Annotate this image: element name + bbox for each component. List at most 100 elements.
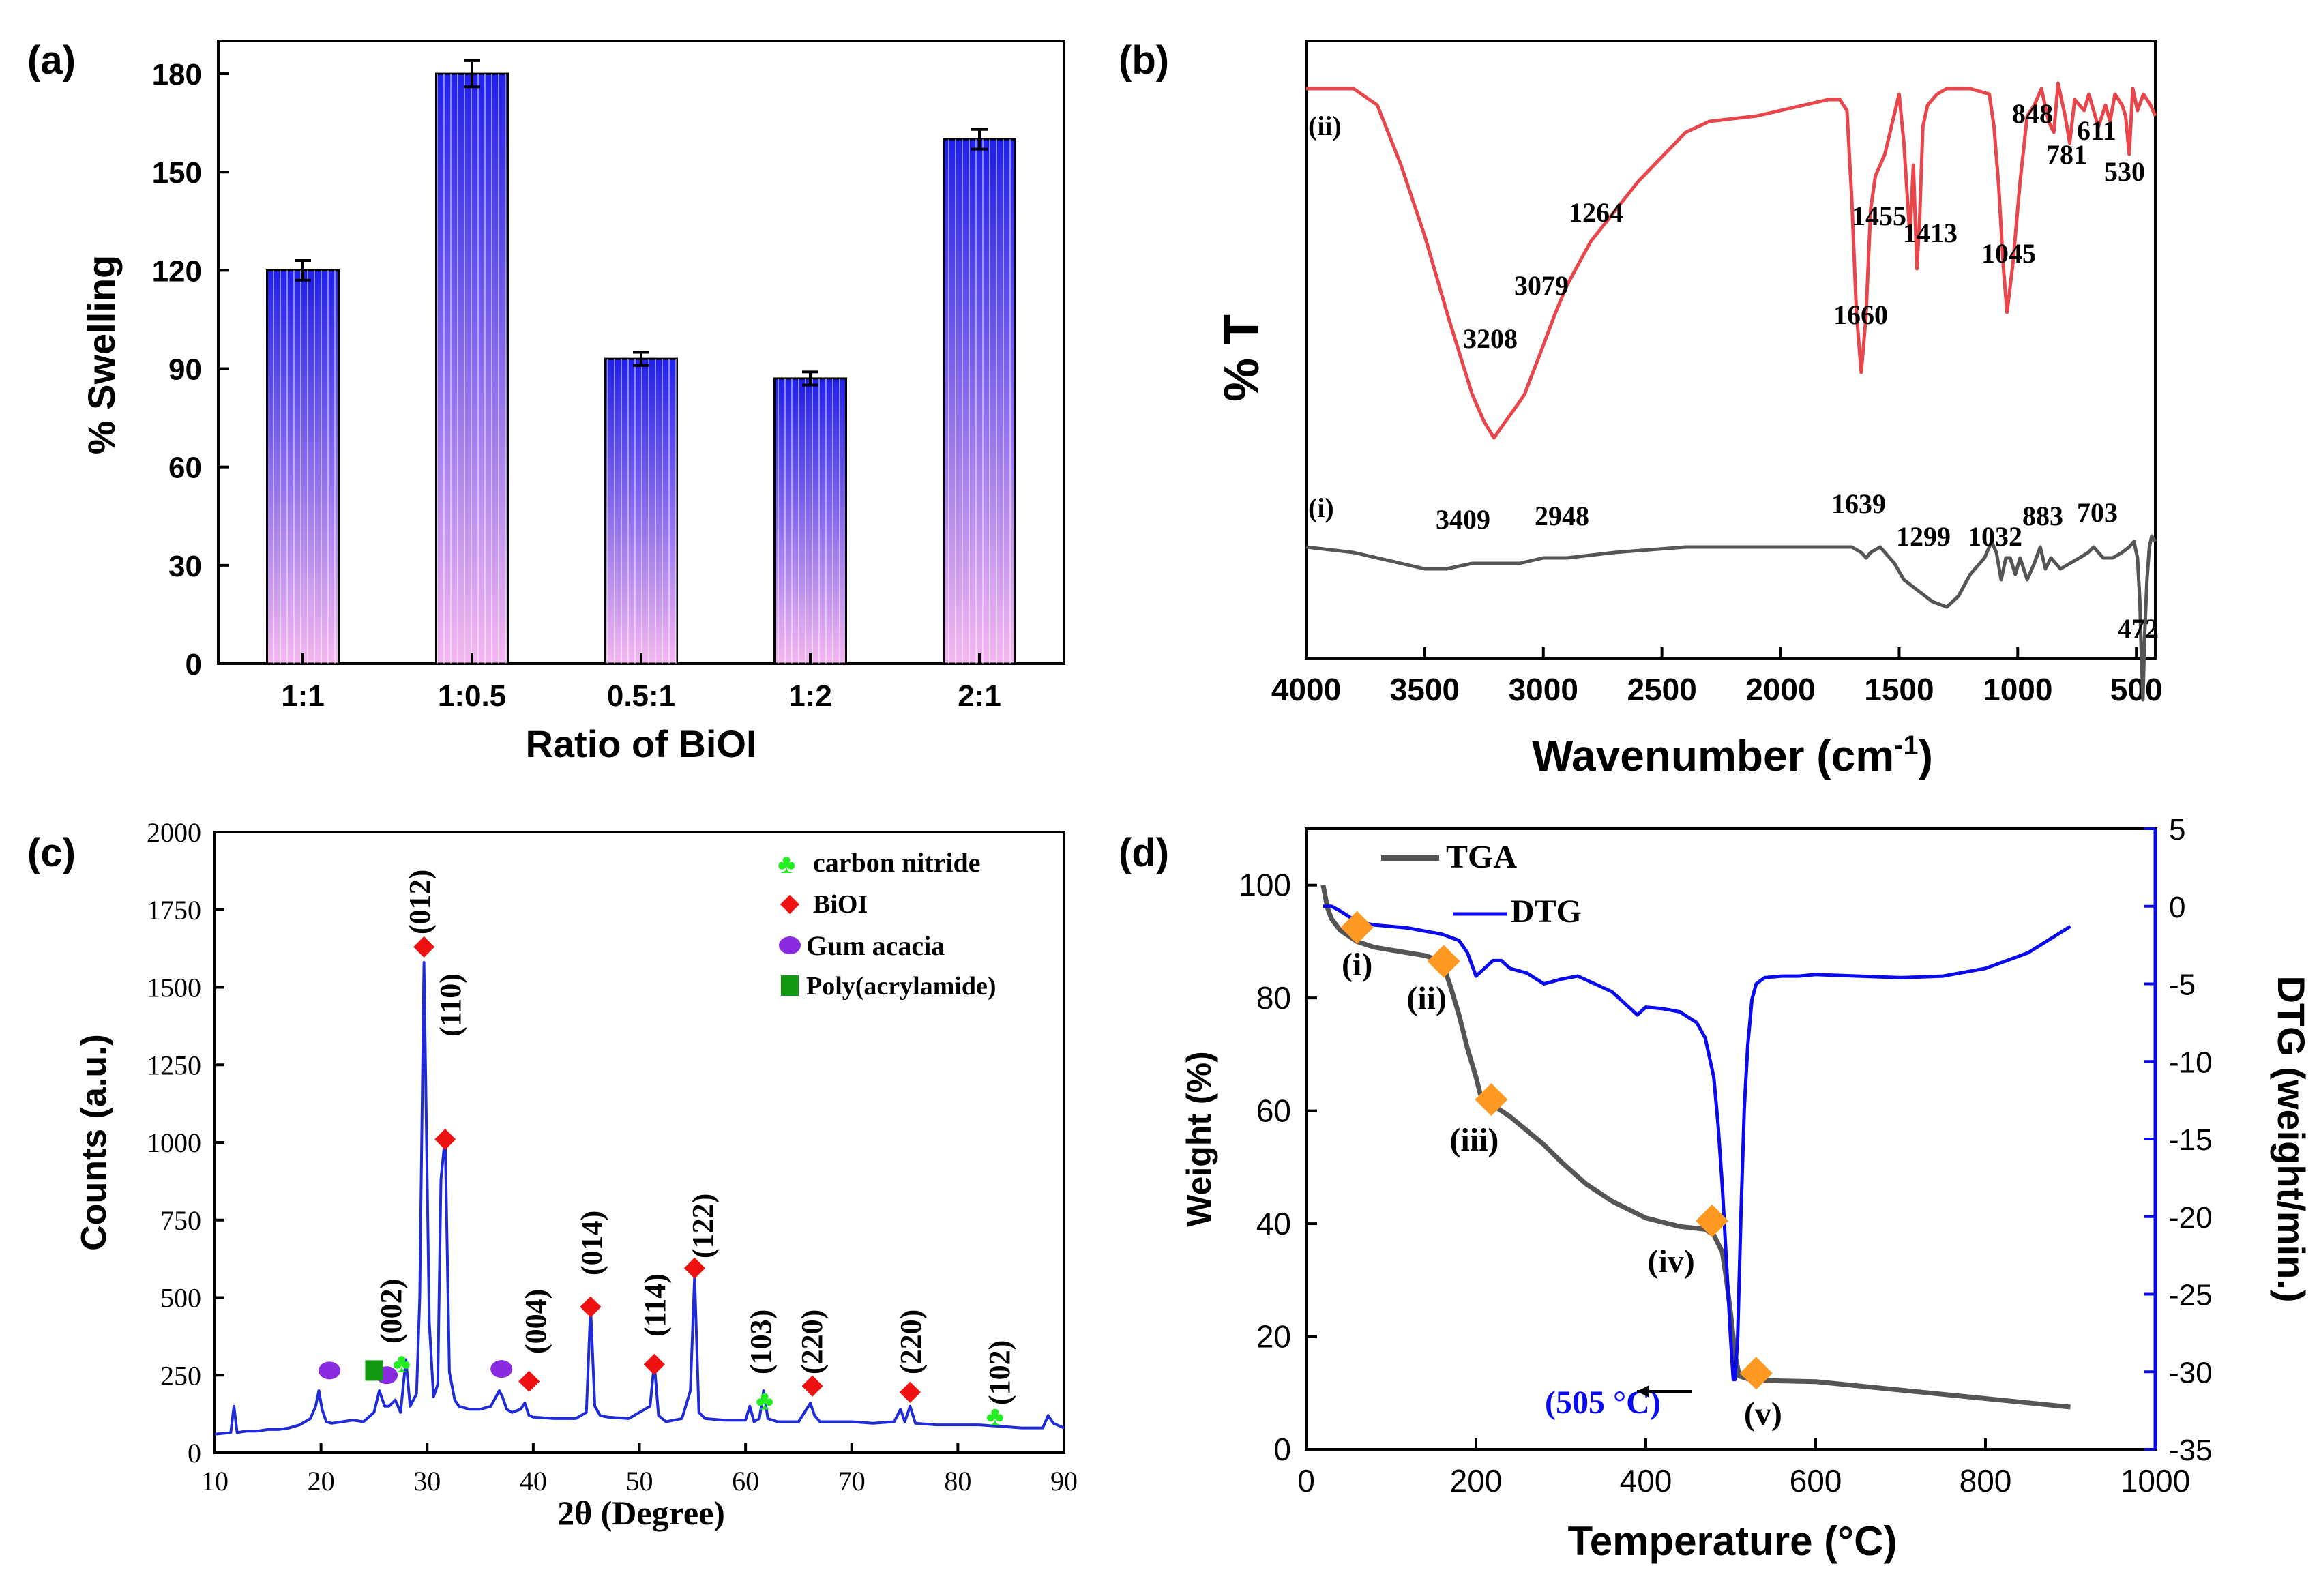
bioi-marker-0 (413, 936, 435, 958)
x-tick-label-10: 10 (201, 1466, 228, 1496)
y-tick-label-180: 180 (152, 58, 202, 91)
tga-line (1320, 885, 2071, 1410)
peak-703: 703 (2077, 497, 2118, 528)
panel-d-xlabel: Temperature (°C) (1568, 1518, 1897, 1564)
y-tick-label-1500: 1500 (147, 973, 201, 1003)
y2-tick-label--15: -15 (2169, 1123, 2213, 1157)
x-tick-label-3500: 3500 (1390, 672, 1460, 707)
panel-b: (b) 4000 3500 3000 2500 2000 1500 1000 500 (ii)… (1119, 38, 2163, 780)
panel-b-xlabel-close: ) (1919, 731, 1933, 780)
bioi-marker-1 (434, 1128, 456, 1151)
gum-acacia-marker-11 (319, 1361, 341, 1380)
peak-848: 848 (2012, 98, 2053, 129)
x-tick-label-4000: 4000 (1271, 672, 1341, 707)
bioi-marker-4 (643, 1353, 665, 1375)
x-tick-label-600: 600 (1790, 1463, 1842, 1498)
panel-a-label: (a) (27, 38, 76, 83)
gum-acacia-marker-13 (490, 1360, 513, 1378)
y2-tick-label--20: -20 (2169, 1201, 2213, 1235)
panel-b-peak-labels: (ii) (i) 3208 3079 1264 1660 1455 1413 1… (1308, 98, 2159, 644)
panel-a-x-ticks: 1:1 1:0.5 0.5:1 1:2 2:1 (281, 653, 1001, 713)
panel-a: (a) 0 30 60 90 120 150 180 1:1 1:0.5 0.5:1 1:2 2:1… (27, 38, 1065, 765)
y-tick-label-0: 0 (1273, 1432, 1291, 1467)
peak-220a: (220) (795, 1310, 829, 1374)
x-tick-label-80: 80 (944, 1466, 971, 1496)
panel-d-ylabel-right: DTG (weight/min.) (2270, 975, 2313, 1302)
x-tick-label-2:1: 2:1 (958, 679, 1001, 713)
x-tick-label-20: 20 (308, 1466, 335, 1496)
panel-d-markers: (i) (ii) (iii) (iv) (v) (1340, 911, 1782, 1432)
y-tick-label-0: 0 (186, 648, 202, 681)
y-tick-label-2000: 2000 (147, 817, 201, 848)
stage-marker-3 (1475, 1083, 1508, 1117)
panel-c-frame (213, 831, 1065, 1454)
bar-stripes-1:1 (267, 270, 339, 664)
annotation-arrowhead (1637, 1385, 1649, 1398)
panel-c-markers: ♣♣♣ (319, 936, 1004, 1431)
y-tick-label-1000: 1000 (147, 1127, 201, 1158)
panel-b-xlabel: Wavenumber (cm-1) (1532, 730, 1933, 780)
panel-a-y-ticks: 0 30 60 90 120 150 180 (152, 58, 229, 681)
legend-club-icon: ♣ (778, 849, 795, 879)
peak-012: (012) (403, 870, 437, 934)
peak-1045: 1045 (1981, 238, 2036, 269)
panel-c-label: (c) (27, 831, 76, 875)
panel-a-xlabel: Ratio of BiOI (525, 722, 756, 765)
ftir-line-ii (1306, 81, 2157, 440)
bioi-marker-6 (801, 1375, 823, 1397)
x-tick-label-1000: 1000 (2121, 1463, 2190, 1498)
y2-tick-label-5: 5 (2169, 813, 2185, 846)
y2-tick-label-0: 0 (2169, 891, 2185, 924)
y2-tick-label--30: -30 (2169, 1356, 2213, 1389)
peak-114: (114) (638, 1273, 672, 1337)
panel-c-legend: ♣ carbon nitride BiOI Gum acacia Poly(ac… (778, 847, 996, 1001)
peak-472: 472 (2118, 613, 2159, 644)
legend-dtg: DTG (1511, 893, 1582, 930)
stage-label-4: (iv) (1647, 1243, 1694, 1280)
x-tick-label-1:2: 1:2 (788, 679, 832, 713)
peak-530: 530 (2104, 156, 2145, 187)
panel-c: (c) 10 20 30 40 50 60 70 80 90 0 250 500 750 1000 1250… (27, 817, 1078, 1532)
panel-b-x-ticks: 4000 3500 3000 2500 2000 1500 1000 500 (1271, 647, 2163, 707)
x-tick-label-0: 0 (1297, 1463, 1315, 1498)
carbon-nitride-marker-9: ♣ (756, 1386, 773, 1416)
polyacrylamide-marker-14 (365, 1360, 383, 1381)
bar-stripes-2:1 (943, 139, 1016, 664)
bioi-marker-5 (683, 1257, 705, 1279)
panel-c-axes: 10 20 30 40 50 60 70 80 90 0 250 500 750 1000 1250 1500… (147, 817, 1078, 1496)
y-tick-label-30: 30 (168, 550, 202, 583)
peak-1455: 1455 (1852, 201, 1906, 231)
y-tick-label-250: 250 (160, 1360, 201, 1391)
x-tick-label-2000: 2000 (1745, 672, 1815, 707)
peak-2948: 2948 (1535, 501, 1589, 531)
y-tick-label-80: 80 (1256, 980, 1291, 1016)
ftir-line-i (1305, 534, 2157, 702)
panel-c-line (214, 961, 1065, 1436)
y-tick-label-150: 150 (152, 156, 202, 190)
x-tick-label-40: 40 (520, 1466, 547, 1496)
panel-d: (d) 0 200 400 600 800 1000 0 20 40 60 80 100 5 0 -5 -10… (1119, 813, 2313, 1564)
legend-tga: TGA (1446, 839, 1517, 875)
bar-stripes-1:0.5 (436, 74, 508, 664)
peak-1299: 1299 (1896, 521, 1951, 552)
y-tick-label-1250: 1250 (147, 1050, 201, 1080)
legend-carbon-nitride: carbon nitride (813, 847, 981, 878)
x-tick-label-50: 50 (626, 1466, 653, 1496)
peak-611: 611 (2077, 115, 2116, 146)
stage-marker-5 (1739, 1357, 1773, 1390)
x-tick-label-1:0.5: 1:0.5 (438, 679, 506, 713)
bar-stripes-1:2 (774, 378, 846, 664)
peak-1639: 1639 (1831, 488, 1886, 519)
panel-d-axes: 0 200 400 600 800 1000 0 20 40 60 80 100 5 0 -5 -10 -15 -… (1239, 813, 2212, 1498)
stage-label-2: (ii) (1406, 980, 1447, 1016)
y-tick-label-500: 500 (160, 1283, 201, 1314)
panel-d-lines (1320, 885, 2071, 1410)
y2-tick-label--35: -35 (2169, 1434, 2213, 1467)
peak-103: (103) (744, 1310, 778, 1374)
bioi-marker-3 (580, 1296, 602, 1318)
peak-3409: 3409 (1436, 504, 1490, 535)
panel-b-xlabel-sup: -1 (1894, 730, 1919, 760)
panel-c-xlabel: 2θ (Degree) (557, 1494, 725, 1532)
y-tick-label-60: 60 (1256, 1093, 1291, 1129)
panel-d-legend: TGA DTG (1381, 839, 1582, 930)
